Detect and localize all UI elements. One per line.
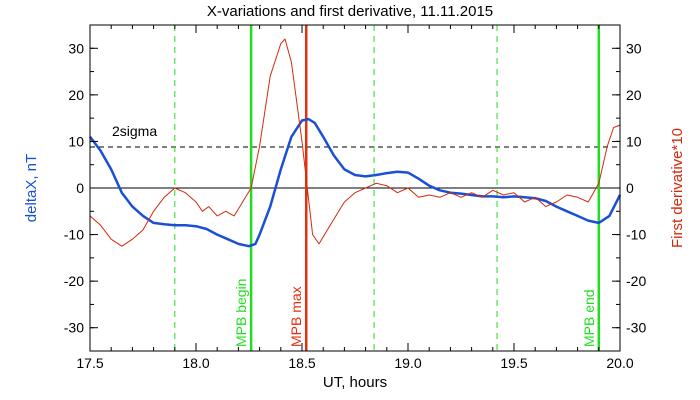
x-tick-label: 19.5 [500, 355, 527, 371]
y-tick-label-right: -10 [626, 227, 646, 243]
y-tick-label-left: -10 [64, 227, 84, 243]
x-axis-title: UT, hours [323, 374, 387, 391]
y-tick-label-left: 10 [68, 133, 84, 149]
sigma-label: 2sigma [112, 123, 157, 139]
y-tick-label-right: 20 [626, 87, 642, 103]
y-tick-label-left: 0 [76, 180, 84, 196]
y-axis-title-right: First derivative*10 [669, 128, 686, 248]
vertical-markers: MPB begin MPB max MPB end [90, 25, 620, 351]
x-tick-label: 20.0 [606, 355, 633, 371]
series-derivative-line [89, 38, 621, 247]
y-tick-label-right: -20 [626, 273, 646, 289]
y-tick-label-left: 20 [68, 87, 84, 103]
y-tick-label-left: -30 [64, 320, 84, 336]
series-deltax-line [89, 117, 622, 248]
y-tick-label-right: 10 [626, 133, 642, 149]
y-tick-label-right: 30 [626, 40, 642, 56]
y-tick-label-right: 0 [626, 180, 634, 196]
chart-title: X-variations and first derivative, 11.11… [207, 3, 493, 20]
y-tick-label-left: 30 [68, 40, 84, 56]
y-tick-label-right: -30 [626, 320, 646, 336]
marker-label: MPB max [288, 286, 304, 347]
x-tick-label: 19.0 [394, 355, 421, 371]
y-tick-label-left: -20 [64, 273, 84, 289]
series-layer [89, 38, 622, 248]
x-tick-label: 17.5 [76, 355, 103, 371]
x-tick-label: 18.5 [288, 355, 315, 371]
axis-ticks: 17.5 18.0 18.5 19.0 19.5 20.0 -30 -30 -20 -20 -10 -… [64, 24, 646, 371]
marker-label: MPB begin [233, 279, 249, 347]
y-axis-title-left: deltaX, nT [23, 154, 40, 222]
x-tick-label: 18.0 [182, 355, 209, 371]
marker-label: MPB end [581, 289, 597, 347]
